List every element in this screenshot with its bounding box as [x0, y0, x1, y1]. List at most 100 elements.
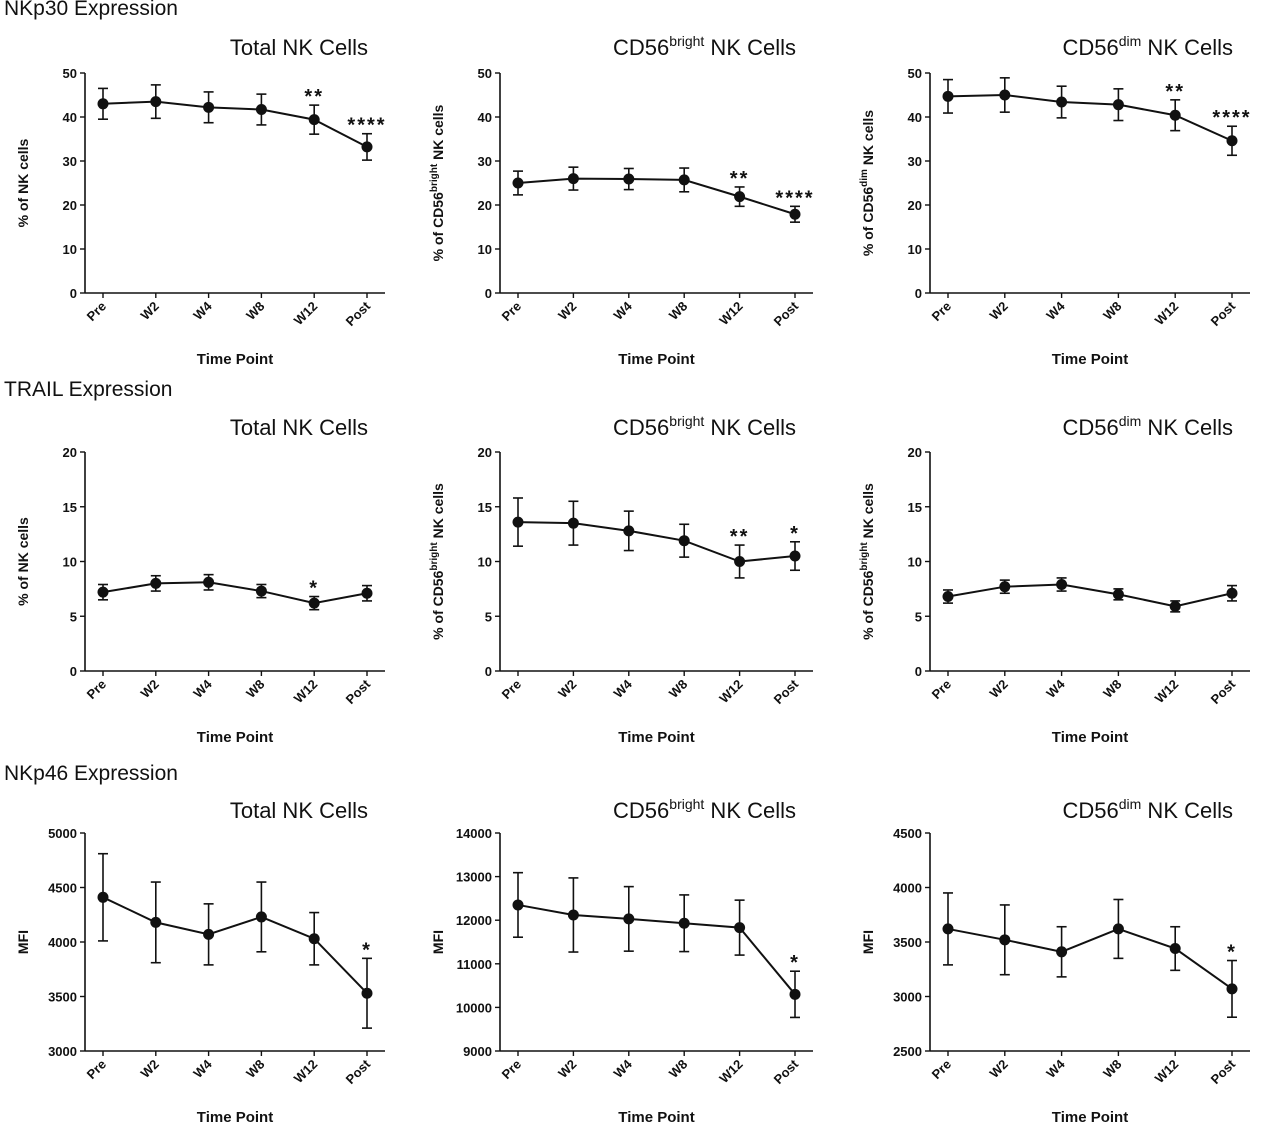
chart-title-post: NK Cells: [1141, 415, 1233, 440]
series-line: [102, 100, 368, 148]
x-tick-label: Pre: [499, 299, 524, 324]
x-tick-label: W12: [716, 1057, 746, 1087]
data-point: [1226, 983, 1238, 995]
x-tick-label: W4: [611, 676, 636, 701]
data-point: [1112, 923, 1124, 935]
x-tick-label: Post: [1208, 1056, 1239, 1087]
chart-title: CD56bright NK Cells: [613, 33, 796, 60]
y-tick-label: 30: [908, 154, 922, 169]
chart-panel-9: CD56dim NK Cells 2500 3000 3500 4000 4500 Pre W…: [860, 796, 1250, 1124]
y-tick-label: 5000: [48, 826, 77, 841]
data-point: [203, 101, 215, 113]
y-axis-label: % of NK cells: [15, 517, 31, 606]
y-tick-label: 5: [70, 609, 77, 624]
y-axis-label-main: MFI: [15, 930, 31, 954]
data-point: [734, 556, 746, 567]
x-tick-label: W4: [190, 676, 215, 701]
chart-panel-7: Total NK Cells 3000 3500 4000 4500 5000 Pre W2 W…: [15, 798, 385, 1124]
chart-title: Total NK Cells: [230, 798, 368, 823]
series-line: [947, 583, 1233, 608]
y-tick-label: 9000: [463, 1044, 492, 1059]
chart-title-sup: dim: [1119, 413, 1142, 429]
x-tick-label: Pre: [929, 677, 954, 702]
chart-title-main: CD56: [1063, 35, 1119, 60]
x-tick-label: W2: [987, 1057, 1011, 1081]
y-axis-label-main: % of CD56: [860, 187, 876, 256]
y-tick-label: 3000: [48, 1044, 77, 1059]
y-axis-label: % of NK cells: [15, 138, 31, 227]
x-tick-label: Post: [343, 1056, 374, 1087]
data-point: [1112, 588, 1124, 600]
y-axis-label-sup: dim: [859, 169, 870, 187]
series-line: [517, 521, 796, 563]
chart-title-post: NK Cells: [704, 35, 796, 60]
x-tick-label: Pre: [499, 677, 524, 702]
y-tick-label: 2500: [893, 1044, 922, 1059]
y-tick-label: 0: [70, 664, 77, 679]
data-point: [734, 191, 746, 203]
y-tick-label: 4000: [893, 881, 922, 896]
data-point: [734, 922, 746, 934]
x-tick-label: W2: [555, 677, 579, 701]
significance-marker: *: [309, 578, 319, 600]
y-tick-label: 0: [485, 286, 492, 301]
chart-title: CD56dim NK Cells: [1063, 413, 1234, 440]
y-axis-label-post: NK cells: [860, 110, 876, 169]
y-tick-label: 20: [478, 445, 492, 460]
chart-title-main: CD56: [613, 35, 669, 60]
y-axis-label: % of CD56bright NK cells: [859, 483, 876, 640]
data-point: [255, 104, 267, 116]
y-axis-label-main: % of CD56: [860, 570, 876, 639]
data-point: [789, 550, 801, 562]
data-point: [150, 577, 162, 589]
chart-title-post: NK Cells: [704, 798, 796, 823]
data-point: [1112, 99, 1124, 111]
chart-panel-6: CD56dim NK Cells 0 5 10 15 20 Pre W2 W4 W8 W12 Post…: [859, 413, 1250, 746]
data-point: [361, 587, 373, 599]
data-point: [150, 916, 162, 928]
x-tick-label: Pre: [84, 1057, 109, 1082]
y-tick-label: 14000: [456, 826, 492, 841]
y-tick-label: 10: [63, 242, 77, 257]
significance-marker: *: [790, 952, 800, 974]
y-axis-label: MFI: [860, 930, 876, 954]
x-tick-label: W12: [1152, 677, 1182, 707]
chart-title-main: CD56: [1063, 798, 1119, 823]
data-point: [1226, 587, 1238, 599]
data-point: [308, 114, 320, 126]
y-tick-label: 20: [908, 445, 922, 460]
chart-title-post: NK Cells: [1141, 35, 1233, 60]
y-axis-label-post: NK cells: [430, 483, 446, 542]
x-tick-label: W2: [138, 299, 162, 323]
x-tick-label: Pre: [929, 299, 954, 324]
series-line: [102, 896, 368, 994]
x-tick-label: Pre: [929, 1057, 954, 1082]
x-tick-label: W4: [1043, 298, 1068, 323]
x-tick-label: W4: [611, 298, 636, 323]
chart-title-sup: dim: [1119, 796, 1142, 812]
y-tick-label: 12000: [456, 913, 492, 928]
data-point: [255, 585, 267, 597]
x-tick-label: W8: [243, 677, 267, 701]
data-point: [255, 911, 267, 923]
chart-panel-8: CD56bright NK Cells 9000 10000 11000 12000 13…: [430, 796, 813, 1124]
significance-marker: *: [1227, 942, 1237, 964]
y-axis-label-sup: bright: [859, 542, 870, 571]
significance-marker: **: [1165, 81, 1185, 103]
series-line: [102, 581, 368, 605]
y-axis-label: MFI: [15, 930, 31, 954]
series-line: [947, 93, 1233, 142]
x-tick-label: W2: [987, 299, 1011, 323]
y-axis-label-main: % of NK cells: [15, 517, 31, 606]
y-tick-label: 5: [485, 609, 492, 624]
data-point: [97, 586, 109, 598]
chart-title-main: CD56: [1063, 415, 1119, 440]
y-tick-label: 0: [915, 286, 922, 301]
significance-marker: **: [304, 86, 324, 108]
y-axis-label-sup: bright: [429, 163, 440, 192]
x-tick-label: W8: [666, 677, 690, 701]
y-tick-label: 50: [908, 66, 922, 81]
data-point: [512, 899, 524, 911]
series-line: [517, 903, 796, 995]
y-tick-label: 10000: [456, 1000, 492, 1015]
